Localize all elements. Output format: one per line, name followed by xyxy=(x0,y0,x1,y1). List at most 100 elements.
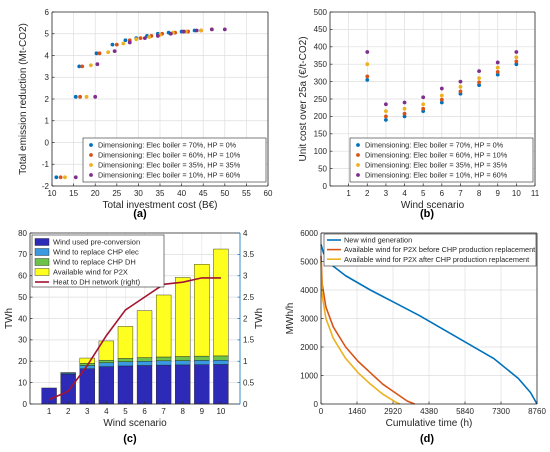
legend-entry: Dimensioning: Elec boiler = 35%, HP = 35… xyxy=(365,161,508,170)
data-point xyxy=(439,100,444,105)
chart-panel-c: 1 2 3 4 5 6 7 8 9 10 0 10 20 30 40 50 60 70 80 0 0.5 1 1.5 2 2.5… xyxy=(4,229,265,445)
data-point xyxy=(95,62,100,67)
data-point xyxy=(93,94,98,99)
legend-entry: Wind used pre-conversion xyxy=(53,238,140,247)
data-point xyxy=(134,37,139,42)
bar-segment xyxy=(155,356,172,362)
legend-box xyxy=(323,233,537,267)
x-tick-label: 1 xyxy=(47,407,52,416)
legend-swatch xyxy=(34,268,50,276)
x-tick-label: 11 xyxy=(531,189,540,198)
data-point xyxy=(439,97,444,102)
data-point xyxy=(421,102,426,107)
panel-label: (d) xyxy=(420,433,434,445)
data-point xyxy=(63,175,67,180)
chart-panel-b: 1 2 3 4 5 6 7 8 9 10 11 0 50 100 150 200 250 300 350 400 450… xyxy=(298,8,540,220)
x-axis-label: Total investment cost (B€) xyxy=(102,200,217,211)
data-point xyxy=(477,69,481,74)
x-axis-label: Wind scenario xyxy=(401,200,465,211)
y-tick-label: 5000 xyxy=(300,257,318,266)
legend-marker xyxy=(356,163,360,167)
y-tick-label: 0 xyxy=(323,182,328,191)
x-tick-label: 4 xyxy=(402,189,407,198)
legend-box xyxy=(349,137,534,183)
bar-segment xyxy=(98,340,115,361)
legend-marker xyxy=(89,163,93,167)
legend-entry: Dimensioning: Elec boiler = 70%, HP = 0% xyxy=(365,141,504,150)
series-line xyxy=(320,261,401,405)
legend-entry: Wind to replace CHP DH xyxy=(53,258,136,267)
y-tick-label: 20 xyxy=(18,357,27,366)
bar-segment xyxy=(136,357,153,362)
bar-segment xyxy=(175,364,191,405)
x-tick-label: 7300 xyxy=(492,407,510,416)
data-point xyxy=(121,41,126,46)
data-point xyxy=(514,50,519,54)
panel-label: (b) xyxy=(420,208,434,220)
data-point xyxy=(402,114,407,119)
data-point xyxy=(402,106,407,111)
x-tick-label: 55 xyxy=(242,189,251,198)
y-tick-label: 350 xyxy=(314,60,328,69)
data-point xyxy=(365,50,370,54)
y-tick-label: 500 xyxy=(314,8,328,17)
data-point xyxy=(421,95,426,100)
bar-segment xyxy=(117,358,134,362)
data-point xyxy=(384,117,388,122)
data-point xyxy=(181,29,186,34)
y-tick-label: 4000 xyxy=(300,286,318,295)
series-line xyxy=(320,255,415,405)
y-tick-label: 450 xyxy=(314,25,328,34)
legend-entry: Heat to DH network (right) xyxy=(53,278,141,287)
x-axis-label: Cumulative time (h) xyxy=(386,418,473,429)
bar-segment xyxy=(98,362,115,367)
bar-segment xyxy=(175,277,191,357)
legend-marker xyxy=(356,173,360,177)
data-point xyxy=(88,63,93,68)
data-point xyxy=(155,34,160,38)
y-tick-label: 50 xyxy=(18,293,27,302)
data-point xyxy=(194,28,199,33)
x-tick-label: 10 xyxy=(216,407,225,416)
x-tick-label: 10 xyxy=(512,189,521,198)
legend-entry: Wind to replace CHP elec xyxy=(53,248,139,257)
y-tick-label: 40 xyxy=(18,314,27,323)
x-tick-label: 2 xyxy=(365,189,370,198)
bar-segment xyxy=(175,356,191,361)
y-tick-label: 2000 xyxy=(300,343,318,352)
data-point xyxy=(110,42,115,47)
data-point xyxy=(514,55,519,60)
x-tick-label: 7 xyxy=(161,407,166,416)
y-tick-label: -2 xyxy=(42,182,50,191)
legend-entry: Dimensioning: Elec boiler = 60%, HP = 10… xyxy=(365,151,508,160)
x-tick-label: 1 xyxy=(346,189,351,198)
data-point xyxy=(58,175,63,180)
x-tick-label: 5 xyxy=(421,189,426,198)
data-point xyxy=(384,102,388,107)
data-point xyxy=(439,86,444,91)
y-tick-label: 80 xyxy=(18,229,27,238)
bar-segment xyxy=(155,364,172,405)
bar-segment xyxy=(79,357,95,364)
data-point xyxy=(142,36,147,40)
panel-label: (a) xyxy=(133,208,147,220)
data-point xyxy=(365,77,370,82)
legend-marker xyxy=(356,143,360,147)
x-tick-label: 8 xyxy=(477,189,482,198)
y-tick-label: 5 xyxy=(45,30,50,39)
y-right-tick-label: 1 xyxy=(243,357,248,366)
y-tick-label: 0 xyxy=(23,400,28,409)
data-point xyxy=(439,93,444,98)
legend-box xyxy=(82,137,267,183)
legend-entry: Dimensioning: Elec boiler = 35%, HP = 35… xyxy=(98,161,241,170)
x-tick-label: 2920 xyxy=(384,407,402,416)
data-point xyxy=(365,74,370,79)
x-tick-label: 4380 xyxy=(420,407,438,416)
data-point xyxy=(168,31,173,36)
data-point xyxy=(97,51,102,56)
bar-segment xyxy=(155,294,172,358)
legend: Dimensioning: Elec boiler = 70%, HP = 0%… xyxy=(82,137,267,183)
x-tick-label: 1460 xyxy=(348,407,366,416)
data-point xyxy=(365,62,370,67)
